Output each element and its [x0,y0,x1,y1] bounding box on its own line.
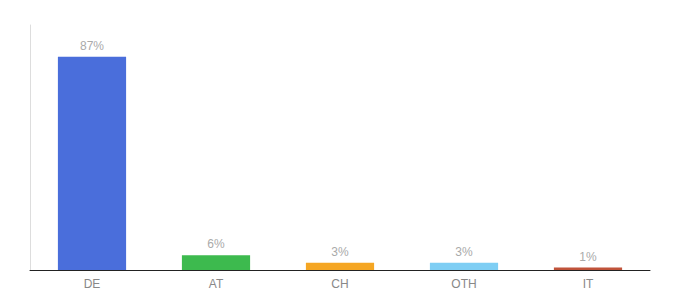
svg-text:3%: 3% [455,245,473,259]
svg-text:6%: 6% [207,237,225,251]
svg-text:DE: DE [84,277,101,291]
svg-text:1%: 1% [579,250,597,264]
svg-text:AT: AT [209,277,224,291]
svg-text:OTH: OTH [451,277,476,291]
svg-text:CH: CH [331,277,348,291]
svg-text:3%: 3% [331,245,349,259]
svg-text:87%: 87% [80,39,104,53]
svg-text:IT: IT [583,277,594,291]
